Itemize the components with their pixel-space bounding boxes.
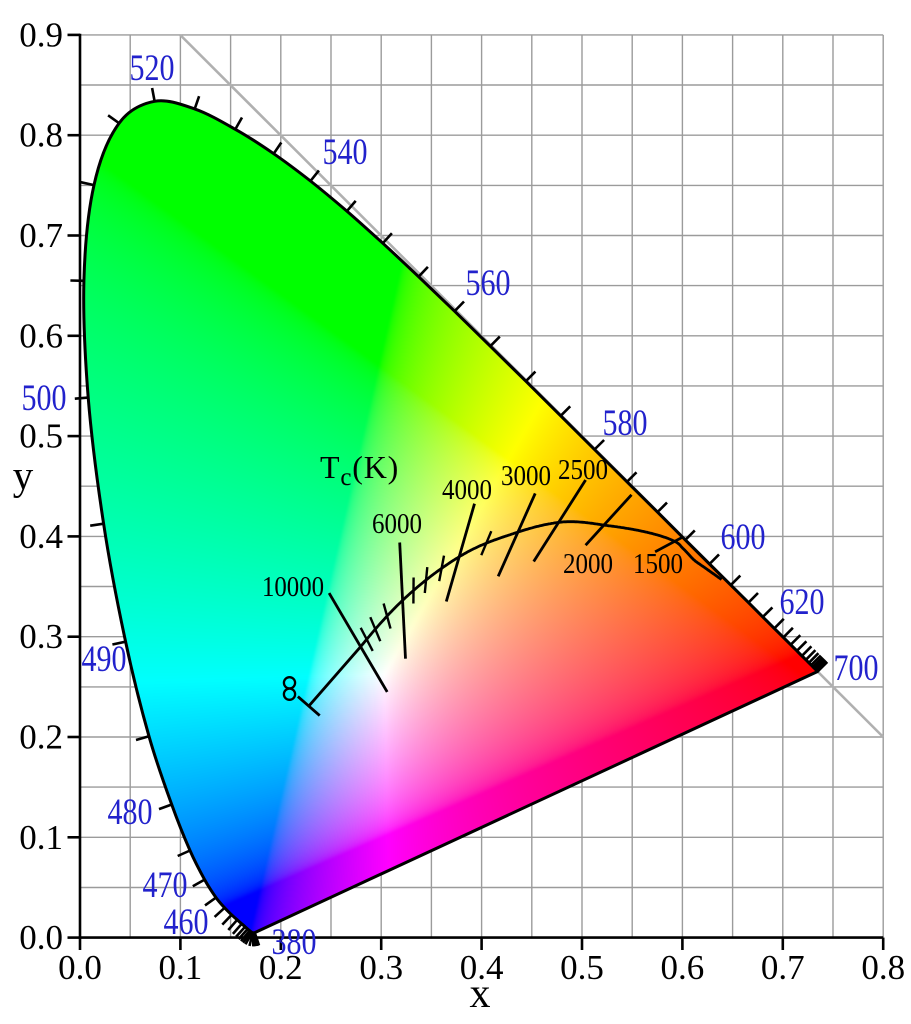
svg-text:2500: 2500 (558, 455, 608, 486)
svg-text:470: 470 (143, 865, 188, 906)
svg-text:460: 460 (164, 902, 209, 943)
svg-text:700: 700 (834, 648, 879, 689)
svg-text:540: 540 (323, 132, 368, 173)
svg-text:600: 600 (721, 517, 766, 558)
svg-text:490: 490 (82, 639, 127, 680)
svg-text:4000: 4000 (442, 475, 492, 506)
svg-text:2000: 2000 (563, 549, 613, 580)
svg-text:580: 580 (603, 403, 648, 444)
svg-text:3000: 3000 (501, 461, 551, 492)
svg-text:560: 560 (466, 263, 511, 304)
svg-text:6000: 6000 (372, 509, 422, 540)
svg-text:1500: 1500 (633, 549, 683, 580)
svg-text:380: 380 (272, 922, 317, 963)
svg-text:Tc(K): Tc(K) (320, 449, 399, 491)
svg-text:620: 620 (780, 582, 825, 623)
svg-text:480: 480 (108, 792, 153, 833)
svg-text:10000: 10000 (262, 572, 324, 603)
svg-text:500: 500 (22, 378, 67, 419)
svg-text:520: 520 (130, 48, 175, 89)
